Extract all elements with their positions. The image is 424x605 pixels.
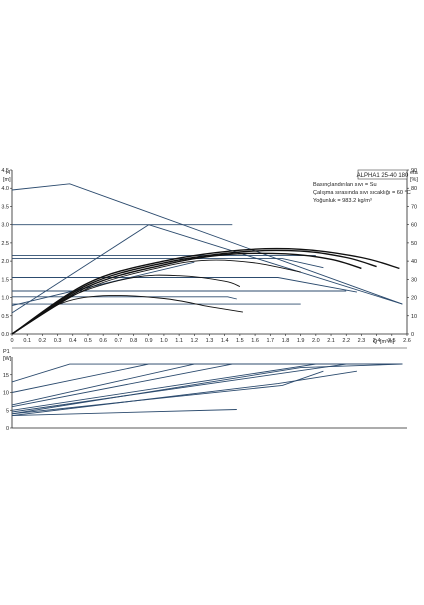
p-tick-label: 0 (6, 426, 9, 432)
x-tick-label: 1.4 (221, 338, 229, 344)
head-curve (11, 261, 195, 307)
x-tick-label: 2.0 (312, 338, 320, 344)
x-tick-label: 2.5 (388, 338, 396, 344)
x-tick-label: 0.3 (54, 338, 62, 344)
x-axis-unit: [m³/h] (380, 339, 395, 345)
x-tick-label: 1.1 (175, 338, 183, 344)
p-tick-label: 15 (3, 373, 9, 379)
x-tick-label: 0 (10, 338, 13, 344)
power-curve (11, 363, 403, 415)
y-axis-label: H (6, 170, 10, 176)
x-tick-label: 2.6 (403, 338, 411, 344)
power-curve (11, 363, 403, 393)
efficiency-curve (11, 249, 377, 335)
x-tick-label: 2.1 (327, 338, 335, 344)
y-axis-unit: [m] (3, 177, 11, 183)
p-tick-label: 10 (3, 391, 9, 397)
y-tick-label: 0.0 (1, 332, 9, 338)
power-curve (11, 409, 237, 417)
p-tick-label: 5 (6, 408, 9, 414)
y-tick-label: 1.0 (1, 296, 9, 302)
y-tick-label: 4.5 (1, 168, 9, 174)
y2-tick-label: 80 (411, 186, 417, 192)
y2-tick-label: 70 (411, 204, 417, 210)
x-tick-label: 1.7 (266, 338, 274, 344)
y-tick-label: 4.0 (1, 186, 9, 192)
x-tick-label: 1.5 (236, 338, 244, 344)
x-tick-label: 2.2 (342, 338, 350, 344)
power-curve (11, 363, 403, 408)
efficiency-curve (11, 252, 362, 335)
x-tick-label: 0.4 (69, 338, 77, 344)
efficiency-curve (11, 274, 241, 335)
info-line: Basınçlandırılan sıvı = Su (313, 182, 377, 188)
y2-tick-label: 30 (411, 277, 417, 283)
efficiency-curve (11, 294, 243, 335)
y-tick-label: 3.5 (1, 204, 9, 210)
power-curve (11, 370, 324, 415)
x-tick-label: 0.9 (145, 338, 153, 344)
y-tick-label: 2.0 (1, 259, 9, 265)
y2-tick-label: 10 (411, 314, 417, 320)
head-curve (12, 258, 324, 269)
efficiency-curve (11, 247, 400, 335)
power-curve (11, 363, 403, 406)
y2-axis-label: eta (410, 170, 419, 176)
x-tick-label: 0.2 (39, 338, 47, 344)
y2-tick-label: 90 (411, 168, 417, 174)
x-tick-label: 1.0 (160, 338, 168, 344)
x-tick-label: 0.7 (115, 338, 123, 344)
x-tick-label: 2.4 (373, 338, 381, 344)
y-tick-label: 3.0 (1, 223, 9, 229)
y2-tick-label: 50 (411, 241, 417, 247)
head-curve (12, 296, 237, 300)
x-tick-label: 1.6 (251, 338, 259, 344)
x-tick-label: 1.9 (297, 338, 305, 344)
y2-tick-label: 40 (411, 259, 417, 265)
power-axis-label: P1 (3, 349, 10, 355)
info-line: Çalışma sırasında sıvı sıcaklığı = 60 °C (313, 190, 411, 196)
info-line: Yoğunluk = 983.2 kg/m³ (313, 198, 372, 204)
efficiency-curve (11, 259, 301, 335)
y2-tick-label: 0 (411, 332, 414, 338)
chart-title: ALPHA1 25-40 180 (357, 173, 409, 179)
head-curve (148, 224, 403, 305)
head-curve (11, 183, 403, 305)
x-tick-label: 1.2 (190, 338, 198, 344)
power-axis-unit: [W] (3, 356, 12, 362)
x-tick-label: 2.3 (358, 338, 366, 344)
y-tick-label: 2.5 (1, 241, 9, 247)
x-tick-label: 0.1 (23, 338, 31, 344)
x-axis-label: Q (373, 339, 378, 345)
x-tick-label: 0.5 (84, 338, 92, 344)
y2-tick-label: 60 (411, 223, 417, 229)
head-curve (11, 224, 149, 314)
power-curve (11, 370, 357, 417)
x-tick-label: 1.8 (282, 338, 290, 344)
y2-tick-label: 20 (411, 296, 417, 302)
x-tick-label: 1.3 (206, 338, 214, 344)
title-box (357, 169, 408, 180)
y-tick-label: 1.5 (1, 277, 9, 283)
y2-axis-unit: [%] (410, 177, 418, 183)
x-tick-label: 0.6 (99, 338, 107, 344)
y-tick-label: 0.5 (1, 314, 9, 320)
x-tick-label: 0.8 (130, 338, 138, 344)
